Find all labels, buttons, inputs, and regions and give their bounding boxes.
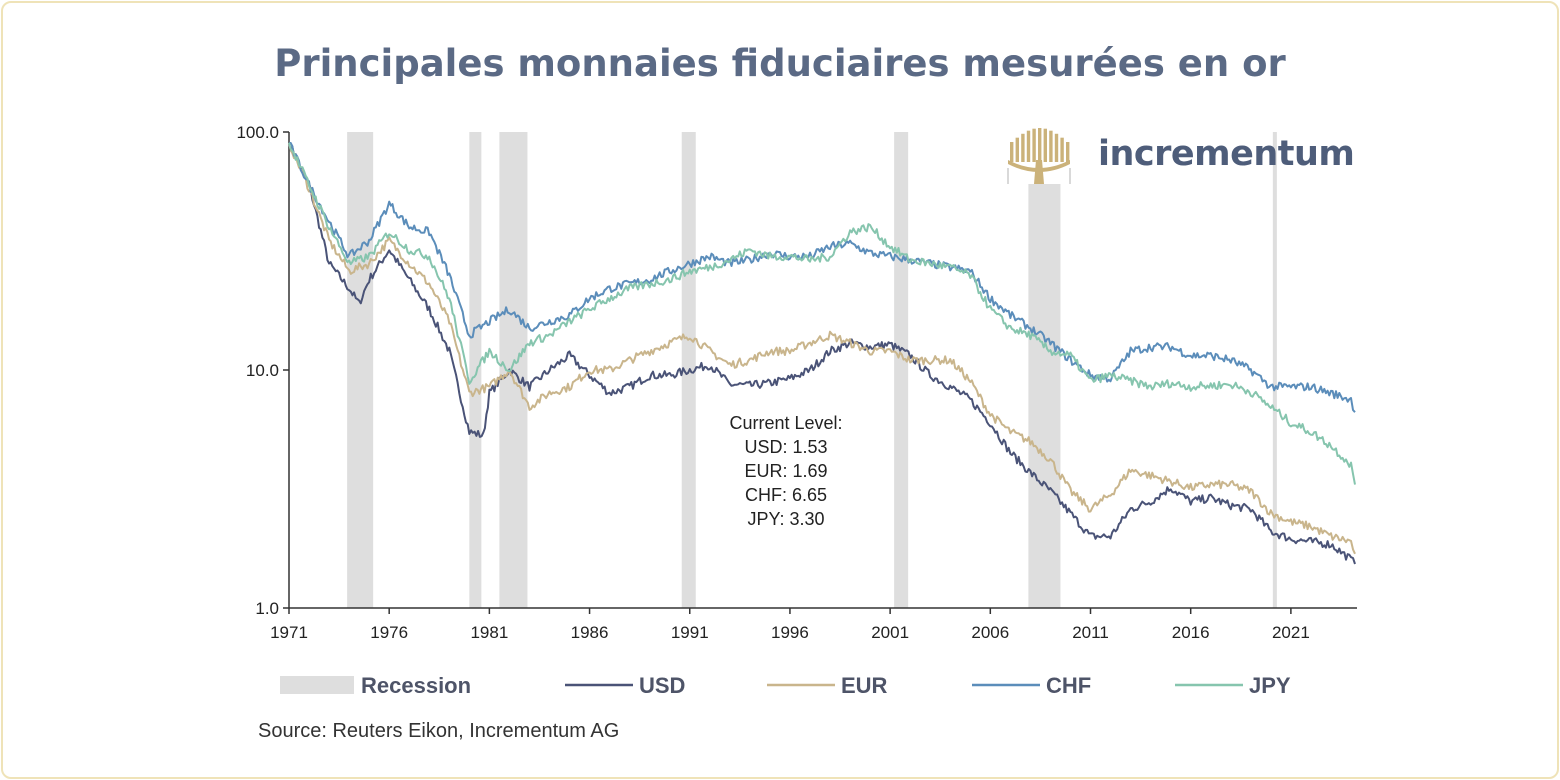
- logo-branch: [1060, 137, 1064, 162]
- series-line-eur: [288, 142, 1356, 555]
- logo-branch: [1015, 137, 1019, 162]
- x-tick-label: 2021: [1272, 623, 1310, 642]
- annotation-line: JPY: 3.30: [747, 509, 824, 529]
- logo-branch: [1043, 128, 1047, 162]
- x-tick-label: 1991: [671, 623, 709, 642]
- y-tick-label: 100.0: [236, 123, 279, 142]
- legend-label-jpy: JPY: [1249, 673, 1291, 698]
- x-tick-label: 1986: [571, 623, 609, 642]
- brand-name: incrementum: [1098, 134, 1355, 174]
- x-tick-label: 2001: [871, 623, 909, 642]
- logo-branch: [1026, 130, 1031, 162]
- chart-title: Principales monnaies fiduciaires mesurée…: [274, 42, 1286, 85]
- x-tick-label: 1996: [771, 623, 809, 642]
- legend-swatch-recession: [280, 676, 354, 694]
- annotation-line: USD: 1.53: [744, 437, 827, 457]
- tree-logo-icon: [1006, 126, 1072, 184]
- legend-label-eur: EUR: [841, 673, 888, 698]
- series-line-chf: [288, 141, 1356, 413]
- legend-label-chf: CHF: [1046, 673, 1091, 698]
- logo-branch: [1066, 142, 1070, 162]
- x-tick-label: 2016: [1172, 623, 1210, 642]
- y-tick-label: 10.0: [246, 361, 279, 380]
- recession-bands: [347, 132, 1277, 608]
- recession-band: [894, 132, 909, 608]
- legend: Recession USD EUR CHF JPY: [280, 673, 1291, 698]
- recession-band: [347, 132, 374, 608]
- annotation-line: CHF: 6.65: [745, 485, 827, 505]
- x-tick-label: 1971: [270, 623, 308, 642]
- annotation-line: Current Level:: [729, 413, 842, 433]
- legend-label-usd: USD: [639, 673, 685, 698]
- series-lines: [288, 141, 1356, 565]
- recession-band: [1028, 132, 1061, 608]
- y-tick-label: 1.0: [255, 599, 279, 618]
- recession-band: [1272, 132, 1277, 608]
- logo-frame: [1007, 168, 1071, 184]
- x-tick-label: 1981: [470, 623, 508, 642]
- axes: 1.0 10.0 100.0 1971 1976 1981 1986 1991 1996 2001…: [236, 123, 1357, 642]
- source-note: Source: Reuters Eikon, Incrementum AG: [258, 720, 620, 742]
- logo-branch: [1049, 130, 1053, 162]
- x-tick-label: 2006: [971, 623, 1009, 642]
- annotation-line: EUR: 1.69: [744, 461, 827, 481]
- series-line-jpy: [288, 142, 1356, 485]
- logo-branch: [1021, 133, 1025, 162]
- logo-branch: [1054, 133, 1059, 162]
- logo-canopy-base: [1008, 160, 1070, 172]
- logo-branch: [1010, 142, 1014, 162]
- recession-band: [469, 132, 482, 608]
- logo-branch: [1038, 128, 1042, 162]
- x-tick-label: 1976: [370, 623, 408, 642]
- logo-branch: [1032, 128, 1036, 162]
- x-tick-label: 2011: [1072, 623, 1109, 642]
- series-line-usd: [288, 142, 1356, 565]
- current-level-annotation: Current Level: USD: 1.53 EUR: 1.69 CHF: 6.6…: [729, 413, 842, 529]
- legend-label-recession: Recession: [361, 673, 471, 698]
